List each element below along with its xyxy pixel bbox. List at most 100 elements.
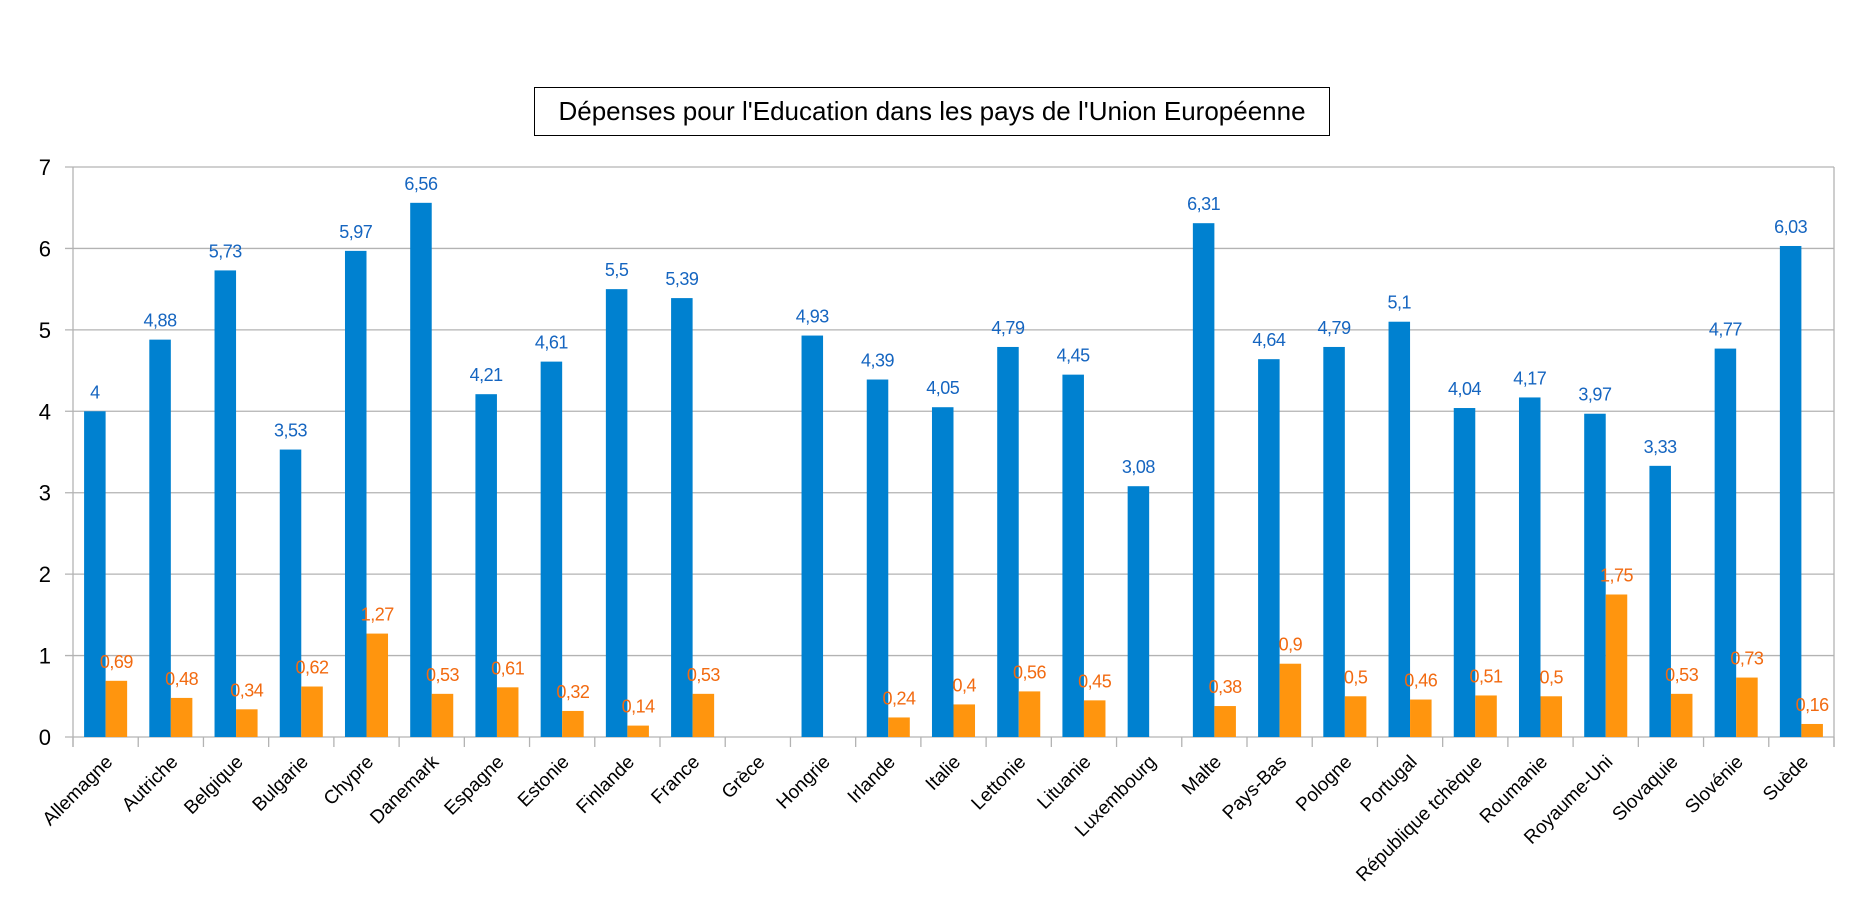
data-label: 0,53 bbox=[1665, 665, 1699, 685]
bar-series2 bbox=[236, 709, 258, 737]
x-tick-label: Danemark bbox=[366, 751, 443, 828]
bar-series2 bbox=[1018, 691, 1041, 737]
x-tick-label: Chypre bbox=[320, 752, 378, 810]
chart-title: Dépenses pour l'Education dans les pays … bbox=[534, 87, 1330, 136]
bar-series2 bbox=[1670, 693, 1693, 737]
x-tick-label: Pays-Bas bbox=[1219, 752, 1291, 824]
data-label: 4,77 bbox=[1709, 320, 1743, 340]
data-label: 0,62 bbox=[296, 658, 330, 678]
x-tick-label: Bulgarie bbox=[249, 752, 313, 816]
bar-series1 bbox=[1453, 408, 1476, 737]
bar-series2 bbox=[1410, 699, 1432, 737]
x-tick-label: Malte bbox=[1178, 752, 1226, 800]
y-tick-label: 0 bbox=[39, 725, 51, 750]
x-tick-label: Grèce bbox=[718, 752, 769, 803]
data-label: 5,97 bbox=[339, 222, 373, 242]
y-tick-label: 3 bbox=[39, 481, 51, 506]
bar-series2 bbox=[170, 697, 193, 737]
data-label: 0,46 bbox=[1404, 671, 1438, 691]
bar-series2 bbox=[1083, 700, 1106, 737]
data-label: 0,16 bbox=[1796, 695, 1830, 715]
data-label: 0,69 bbox=[100, 652, 134, 672]
bar-series2 bbox=[888, 717, 910, 737]
data-label: 3,08 bbox=[1122, 457, 1156, 477]
x-tick-label: Allemagne bbox=[39, 752, 117, 830]
x-tick-label: Italie bbox=[922, 752, 965, 795]
x-tick-label: France bbox=[647, 752, 704, 809]
bar-series1 bbox=[1388, 321, 1411, 737]
bar-series2 bbox=[1540, 696, 1563, 737]
data-label: 0,5 bbox=[1344, 667, 1368, 687]
x-tick-label: Autriche bbox=[118, 752, 182, 816]
bar-series1 bbox=[1649, 465, 1671, 737]
bar-series1 bbox=[1518, 397, 1541, 737]
x-tick-label: Espagne bbox=[441, 752, 509, 820]
data-label: 4,93 bbox=[796, 307, 830, 327]
data-label: 0,61 bbox=[491, 658, 525, 678]
bar-series1 bbox=[931, 407, 954, 737]
x-tick-label: Pologne bbox=[1292, 752, 1356, 816]
bar-series1 bbox=[671, 298, 693, 737]
y-tick-label: 2 bbox=[39, 562, 51, 587]
bar-series2 bbox=[1605, 594, 1628, 737]
data-label: 0,45 bbox=[1078, 671, 1112, 691]
bar-series1 bbox=[1192, 223, 1215, 737]
x-tick-label: Estonie bbox=[514, 752, 574, 812]
y-tick-label: 5 bbox=[39, 318, 51, 343]
data-label: 4,61 bbox=[535, 333, 569, 353]
data-label: 4,79 bbox=[991, 318, 1025, 338]
bar-series1 bbox=[279, 449, 302, 737]
data-label: 0,24 bbox=[883, 688, 917, 708]
data-label: 5,73 bbox=[209, 241, 243, 261]
x-tick-label: Irlande bbox=[844, 752, 900, 808]
bar-series2 bbox=[692, 693, 715, 737]
data-label: 3,33 bbox=[1644, 437, 1678, 457]
bar-series1 bbox=[475, 394, 497, 737]
bar-series1 bbox=[1258, 359, 1280, 737]
data-label: 0,34 bbox=[230, 680, 264, 700]
data-labels: 4 4,88 5,73 3,53 5,97 6,56 4,21 4,61 5,5 5,39 4,93… bbox=[90, 174, 1830, 717]
bar-series2 bbox=[1344, 696, 1367, 737]
data-label: 5,39 bbox=[665, 269, 699, 289]
data-label: 0,56 bbox=[1013, 662, 1047, 682]
data-label: 1,27 bbox=[361, 605, 395, 625]
data-label: 6,03 bbox=[1774, 217, 1808, 237]
bar-series1 bbox=[1714, 348, 1737, 737]
data-label: 6,31 bbox=[1187, 194, 1221, 214]
bar-series2 bbox=[431, 693, 454, 737]
bar-series1 bbox=[1127, 486, 1150, 737]
x-tick-label: République tchèque bbox=[1352, 752, 1486, 886]
x-tick-label: Lituanie bbox=[1034, 752, 1096, 814]
bar-series2 bbox=[1279, 663, 1302, 737]
data-label: 0,9 bbox=[1279, 635, 1303, 655]
bar-series2 bbox=[627, 725, 649, 737]
data-label: 1,75 bbox=[1600, 566, 1634, 586]
bar-series2 bbox=[1214, 706, 1236, 737]
x-tick-label: Hongrie bbox=[773, 752, 835, 814]
x-tick-label: Slovénie bbox=[1681, 752, 1747, 818]
data-label: 0,5 bbox=[1539, 667, 1563, 687]
bar-series1 bbox=[1779, 245, 1802, 737]
x-tick-label: Finlande bbox=[573, 752, 639, 818]
bar-series2 bbox=[953, 704, 976, 737]
bar-series1 bbox=[1062, 374, 1084, 737]
data-label: 0,53 bbox=[687, 665, 721, 685]
y-axis: 0 1 2 3 4 5 6 7 bbox=[39, 155, 51, 750]
bar-series1 bbox=[605, 289, 628, 737]
data-label: 0,4 bbox=[952, 675, 976, 695]
bar-series2 bbox=[105, 680, 128, 737]
y-tick-label: 6 bbox=[39, 236, 51, 261]
data-label: 4,88 bbox=[144, 311, 178, 331]
bar-series1 bbox=[1323, 346, 1345, 737]
bar-series2 bbox=[496, 687, 519, 737]
data-label: 6,56 bbox=[404, 174, 438, 194]
data-label: 5,5 bbox=[605, 260, 629, 280]
data-label: 4,04 bbox=[1448, 379, 1482, 399]
data-label: 0,51 bbox=[1470, 666, 1504, 686]
data-label: 0,14 bbox=[622, 697, 656, 717]
data-label: 4,79 bbox=[1318, 318, 1352, 338]
bar-series2 bbox=[301, 686, 323, 737]
bar-series2 bbox=[562, 710, 584, 737]
x-tick-label: Lettonie bbox=[968, 752, 1031, 815]
